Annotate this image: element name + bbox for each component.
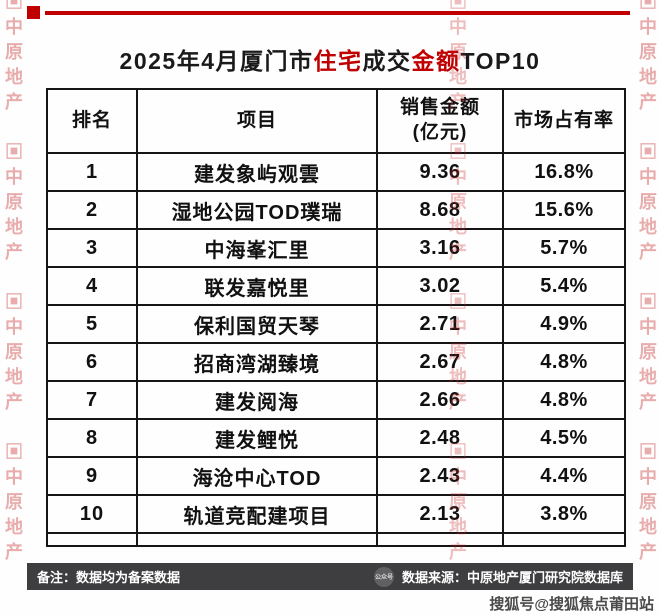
title-segment-3: TOP10 — [460, 48, 541, 74]
title-segment-2: 成交 — [362, 48, 412, 74]
table-row: 3 中海峯汇里 3.16 5.7% — [46, 228, 626, 268]
cell-rank: 3 — [46, 228, 138, 268]
cell-rank: 5 — [46, 304, 138, 344]
cell-project: 中海峯汇里 — [136, 228, 378, 268]
col-header-sales-line1: 销售金额 — [399, 97, 480, 119]
cell-rank: 9 — [46, 456, 138, 496]
cell-rank: 1 — [46, 152, 138, 192]
cell-project: 海沧中心TOD — [136, 456, 378, 496]
red-divider-line — [45, 10, 630, 15]
table-header-row: 排名 项目 销售金额 (亿元) 市场占有率 — [46, 88, 626, 154]
table-row: 9 海沧中心TOD 2.43 4.4% — [46, 456, 626, 496]
cell-project: 建发阅海 — [136, 380, 378, 420]
cell-sales: 3.02 — [376, 266, 504, 306]
table-header: 排名 项目 销售金额 (亿元) 市场占有率 — [46, 88, 626, 154]
cell-sales: 2.13 — [376, 494, 504, 534]
cell-project: 建发鲤悦 — [136, 418, 378, 458]
cell-project: 湿地公园TOD璞瑞 — [136, 190, 378, 230]
footer-source: 数据来源：中原地产厦门研究院数据库 — [401, 570, 623, 585]
cell-sales: 2.67 — [376, 342, 504, 382]
cell-sales: 2.43 — [376, 456, 504, 496]
cell-project: 联发嘉悦里 — [136, 266, 378, 306]
spacer-cell — [502, 532, 626, 547]
title-segment-red-2: 金额 — [411, 48, 461, 74]
col-header-rank: 排名 — [46, 88, 138, 154]
spacer-cell — [136, 532, 378, 547]
cell-sales: 9.36 — [376, 152, 504, 192]
cell-share: 4.8% — [502, 380, 626, 420]
souhu-watermark: 搜狐号@搜狐焦点莆田站 — [489, 596, 654, 613]
col-header-project: 项目 — [136, 88, 378, 154]
table-row: 6 招商湾湖臻境 2.67 4.8% — [46, 342, 626, 382]
table-row: 8 建发鲤悦 2.48 4.5% — [46, 418, 626, 458]
col-header-sales-line2: (亿元) — [412, 122, 468, 143]
table-row: 7 建发阅海 2.66 4.8% — [46, 380, 626, 420]
page-title: 2025年4月厦门市住宅成交金额TOP10 — [0, 42, 660, 76]
col-header-share: 市场占有率 — [502, 88, 626, 154]
cell-share: 5.7% — [502, 228, 626, 268]
spacer-row — [46, 532, 626, 547]
cell-sales: 8.68 — [376, 190, 504, 230]
title-segment-red-1: 住宅 — [313, 48, 363, 74]
cell-sales: 2.66 — [376, 380, 504, 420]
cell-rank: 8 — [46, 418, 138, 458]
table-body: 1 建发象屿观雲 9.36 16.8% 2 湿地公园TOD璞瑞 8.68 15.6% 3 中海峯汇… — [46, 152, 626, 547]
cell-share: 3.8% — [502, 494, 626, 534]
cell-project: 招商湾湖臻境 — [136, 342, 378, 382]
footer-bar: 备注：数据均为备案数据 公众号 数据来源：中原地产厦门研究院数据库 — [27, 563, 633, 590]
spacer-cell — [376, 532, 504, 547]
footer-note: 备注：数据均为备案数据 — [37, 570, 181, 585]
cell-share: 4.5% — [502, 418, 626, 458]
table-row: 2 湿地公园TOD璞瑞 8.68 15.6% — [46, 190, 626, 230]
centaline-watermark-right: ▣中原地产 ▣中原地产 ▣中原地产 ▣中原地产 — [637, 0, 657, 592]
cell-rank: 2 — [46, 190, 138, 230]
top-rule — [27, 6, 630, 19]
cell-rank: 7 — [46, 380, 138, 420]
red-square-icon — [27, 6, 40, 19]
table-row: 10 轨道竞配建项目 2.13 3.8% — [46, 494, 626, 534]
spacer-cell — [46, 532, 138, 547]
cell-share: 4.8% — [502, 342, 626, 382]
col-header-sales: 销售金额 (亿元) — [376, 88, 504, 154]
cell-project: 轨道竞配建项目 — [136, 494, 378, 534]
title-segment-1: 2025年4月厦门市 — [119, 48, 314, 74]
table-row: 4 联发嘉悦里 3.02 5.4% — [46, 266, 626, 306]
gongzhonghao-logo-icon: 公众号 — [373, 566, 394, 587]
table-row: 1 建发象屿观雲 9.36 16.8% — [46, 152, 626, 192]
cell-rank: 10 — [46, 494, 138, 534]
cell-sales: 3.16 — [376, 228, 504, 268]
cell-share: 5.4% — [502, 266, 626, 306]
cell-share: 4.4% — [502, 456, 626, 496]
cell-project: 保利国贸天琴 — [136, 304, 378, 344]
cell-project: 建发象屿观雲 — [136, 152, 378, 192]
cell-share: 15.6% — [502, 190, 626, 230]
cell-rank: 6 — [46, 342, 138, 382]
table-row: 5 保利国贸天琴 2.71 4.9% — [46, 304, 626, 344]
cell-share: 16.8% — [502, 152, 626, 192]
cell-share: 4.9% — [502, 304, 626, 344]
cell-sales: 2.48 — [376, 418, 504, 458]
cell-sales: 2.71 — [376, 304, 504, 344]
centaline-watermark-left: ▣中原地产 ▣中原地产 ▣中原地产 ▣中原地产 — [3, 0, 23, 592]
top10-table: 排名 项目 销售金额 (亿元) 市场占有率 1 建发象屿观雲 9.36 16.8% 2 湿… — [46, 88, 626, 547]
cell-rank: 4 — [46, 266, 138, 306]
